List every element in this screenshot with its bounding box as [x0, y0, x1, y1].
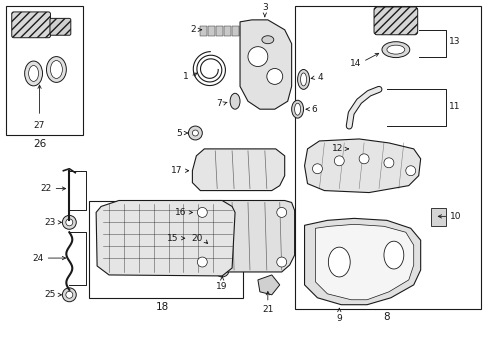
Polygon shape — [96, 201, 235, 276]
Text: 21: 21 — [262, 305, 273, 314]
Circle shape — [197, 257, 207, 267]
Bar — [200, 26, 207, 36]
Bar — [208, 26, 215, 36]
Ellipse shape — [230, 93, 240, 109]
Circle shape — [276, 207, 286, 217]
Text: 8: 8 — [383, 312, 389, 322]
Text: 16: 16 — [175, 208, 186, 217]
Ellipse shape — [46, 57, 66, 82]
Ellipse shape — [383, 241, 403, 269]
Ellipse shape — [386, 45, 404, 54]
Circle shape — [188, 126, 202, 140]
Circle shape — [192, 130, 198, 136]
Circle shape — [405, 166, 415, 176]
Circle shape — [62, 288, 76, 302]
Text: 13: 13 — [447, 37, 459, 46]
Circle shape — [247, 47, 267, 67]
Bar — [216, 26, 223, 36]
Circle shape — [218, 266, 225, 274]
Circle shape — [66, 291, 73, 298]
Ellipse shape — [297, 69, 309, 89]
Text: 3: 3 — [262, 3, 267, 12]
Bar — [6, 6, 83, 135]
Circle shape — [358, 154, 368, 164]
Text: 15: 15 — [167, 234, 178, 243]
Ellipse shape — [262, 36, 273, 44]
Bar — [294, 6, 480, 309]
Text: 4: 4 — [317, 73, 323, 82]
Text: 2: 2 — [190, 25, 196, 34]
Text: 10: 10 — [449, 212, 461, 221]
Bar — [430, 208, 446, 226]
Text: 24: 24 — [32, 253, 43, 262]
Text: 19: 19 — [216, 282, 227, 291]
Ellipse shape — [300, 73, 306, 86]
Text: 1: 1 — [183, 72, 188, 81]
Bar — [232, 26, 239, 36]
Polygon shape — [304, 219, 420, 305]
Text: 6: 6 — [311, 105, 317, 114]
Bar — [224, 26, 231, 36]
Text: 7: 7 — [216, 99, 222, 108]
Text: 23: 23 — [44, 218, 55, 227]
Ellipse shape — [291, 100, 303, 118]
Polygon shape — [188, 201, 294, 272]
Ellipse shape — [294, 103, 300, 115]
Circle shape — [62, 215, 76, 229]
Ellipse shape — [381, 42, 409, 58]
Polygon shape — [192, 149, 284, 190]
Circle shape — [348, 141, 365, 157]
Bar — [247, 26, 254, 36]
Circle shape — [197, 207, 207, 217]
Polygon shape — [304, 139, 420, 193]
Bar — [89, 201, 243, 298]
Ellipse shape — [24, 61, 42, 86]
Ellipse shape — [328, 247, 349, 277]
Text: 26: 26 — [33, 139, 46, 149]
FancyBboxPatch shape — [373, 7, 417, 35]
Circle shape — [352, 145, 360, 153]
Text: 11: 11 — [447, 102, 459, 111]
Circle shape — [266, 68, 282, 84]
Circle shape — [312, 164, 322, 174]
Text: 25: 25 — [44, 290, 55, 299]
Text: 5: 5 — [176, 129, 182, 138]
Text: 27: 27 — [34, 121, 45, 130]
Text: 20: 20 — [190, 234, 202, 243]
Ellipse shape — [50, 60, 62, 78]
Text: 22: 22 — [40, 184, 51, 193]
Ellipse shape — [207, 239, 221, 257]
Circle shape — [66, 219, 73, 226]
Circle shape — [215, 263, 229, 277]
FancyBboxPatch shape — [12, 12, 50, 38]
Bar — [240, 26, 246, 36]
Circle shape — [193, 206, 207, 219]
Circle shape — [276, 257, 286, 267]
Polygon shape — [315, 224, 413, 300]
Polygon shape — [240, 20, 291, 109]
Text: 12: 12 — [331, 144, 343, 153]
Polygon shape — [257, 275, 279, 295]
Circle shape — [334, 156, 344, 166]
Text: 14: 14 — [349, 59, 360, 68]
Circle shape — [383, 158, 393, 168]
Text: 9: 9 — [336, 314, 342, 323]
Text: 18: 18 — [156, 302, 169, 312]
FancyBboxPatch shape — [50, 18, 71, 35]
Circle shape — [197, 209, 203, 216]
Text: 17: 17 — [171, 166, 182, 175]
Ellipse shape — [29, 66, 39, 81]
